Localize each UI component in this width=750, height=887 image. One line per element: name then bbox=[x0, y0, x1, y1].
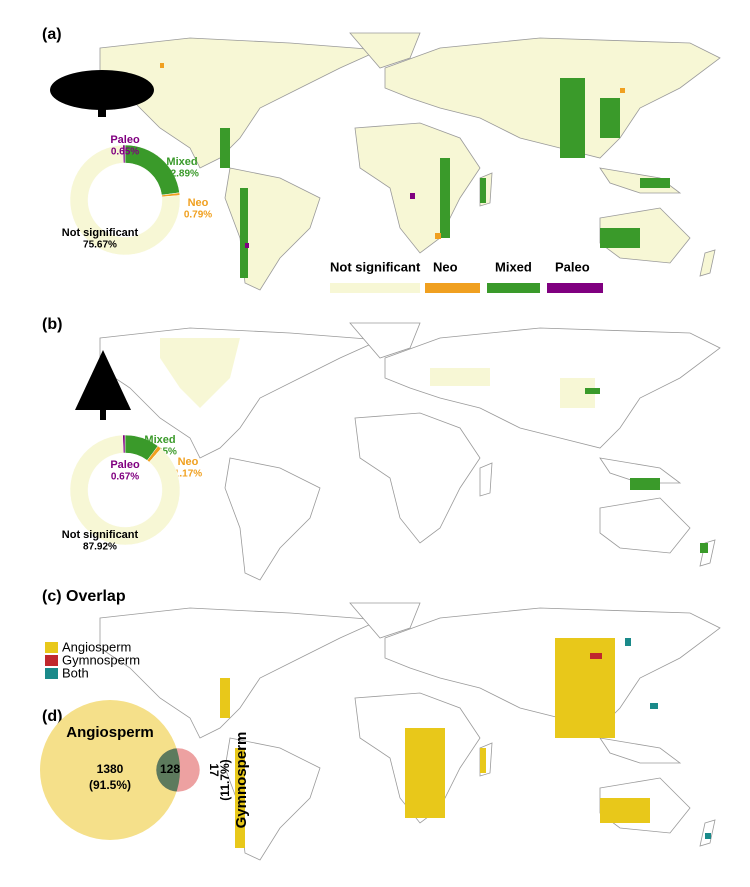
map-a bbox=[99, 32, 721, 291]
donut-slice bbox=[122, 144, 126, 164]
legend-swatch bbox=[45, 668, 58, 679]
slice-name: Neo bbox=[178, 456, 199, 468]
slice-value: 87.92% bbox=[83, 542, 117, 553]
overlap-count: 128 bbox=[160, 762, 180, 776]
legend-label: Paleo bbox=[555, 259, 590, 274]
legend-swatch bbox=[330, 283, 420, 293]
set-count: 1380 bbox=[97, 762, 124, 776]
slice-name: Paleo bbox=[110, 134, 140, 146]
slice-name: Mixed bbox=[166, 156, 197, 168]
legend-label: Neo bbox=[433, 259, 458, 274]
angiosperm-icon bbox=[50, 70, 154, 117]
set-count: 17 bbox=[207, 763, 221, 777]
slice-name: Mixed bbox=[144, 434, 175, 446]
map-c bbox=[99, 602, 721, 861]
legend-swatch bbox=[425, 283, 480, 293]
set-name: Gymnosperm bbox=[233, 732, 250, 829]
slice-value: 0.79% bbox=[184, 210, 212, 221]
donut-slice bbox=[69, 434, 181, 546]
legend-label: Not significant bbox=[330, 259, 421, 274]
set-share: (11.7%) bbox=[218, 759, 232, 800]
panel-title: (a) bbox=[42, 26, 62, 43]
panel-title: (d) bbox=[42, 708, 62, 725]
slice-name: Not significant bbox=[62, 529, 139, 541]
legend-label: Angiosperm bbox=[62, 639, 131, 654]
slice-name: Neo bbox=[188, 197, 209, 209]
slice-value: 1.17% bbox=[174, 469, 202, 480]
slice-value: 0.65% bbox=[111, 147, 139, 158]
legend-swatch bbox=[45, 642, 58, 653]
slice-value: 22.89% bbox=[165, 169, 199, 180]
gymnosperm-icon bbox=[75, 350, 131, 420]
legend-label: Both bbox=[62, 665, 89, 680]
slice-name: Paleo bbox=[110, 459, 140, 471]
panel-title: (b) bbox=[42, 316, 62, 333]
panel-title: (c) Overlap bbox=[42, 588, 126, 605]
set-name: Angiosperm bbox=[66, 724, 154, 741]
legend-swatch bbox=[547, 283, 603, 293]
venn-overlap bbox=[156, 748, 180, 792]
legend-label: Mixed bbox=[495, 259, 532, 274]
legend-swatch bbox=[45, 655, 58, 666]
slice-name: Not significant bbox=[62, 227, 139, 239]
set-share: (91.5%) bbox=[89, 778, 131, 792]
donut-slice bbox=[122, 434, 126, 454]
map-b bbox=[99, 322, 721, 581]
venn-set bbox=[40, 700, 180, 840]
legend-swatch bbox=[487, 283, 540, 293]
slice-value: 75.67% bbox=[83, 240, 117, 251]
donut-slice bbox=[69, 144, 181, 256]
legend-label: Gymnosperm bbox=[62, 652, 140, 667]
slice-value: 0.67% bbox=[111, 472, 139, 483]
